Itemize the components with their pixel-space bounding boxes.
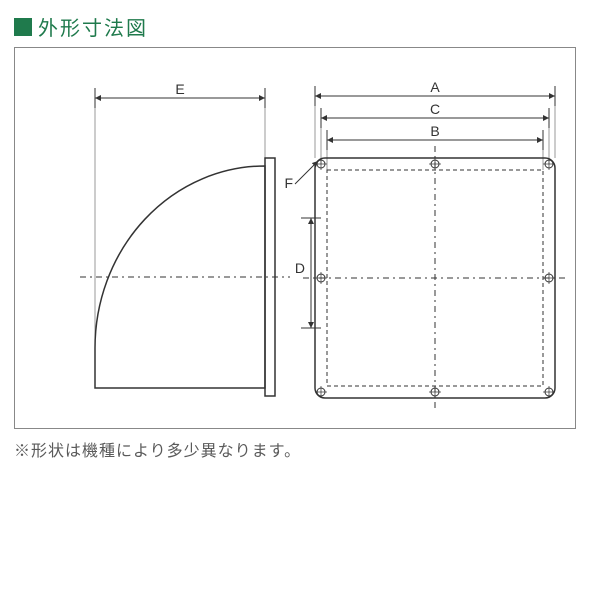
svg-text:C: C <box>430 101 440 117</box>
svg-text:B: B <box>430 123 439 139</box>
section-title: 外形寸法図 <box>38 12 148 41</box>
title-bar: 外形寸法図 <box>14 12 586 41</box>
title-square-icon <box>14 18 32 36</box>
dimension-diagram: E ACB D F <box>15 48 575 428</box>
svg-text:D: D <box>295 260 305 276</box>
svg-text:A: A <box>430 79 440 95</box>
page: 外形寸法図 E ACB D F ※形状は機種により多少異なります。 <box>0 0 600 600</box>
footnote: ※形状は機種により多少異なります。 <box>14 437 586 461</box>
svg-text:E: E <box>175 81 184 97</box>
svg-text:F: F <box>284 175 293 191</box>
diagram-frame: E ACB D F <box>14 47 576 429</box>
